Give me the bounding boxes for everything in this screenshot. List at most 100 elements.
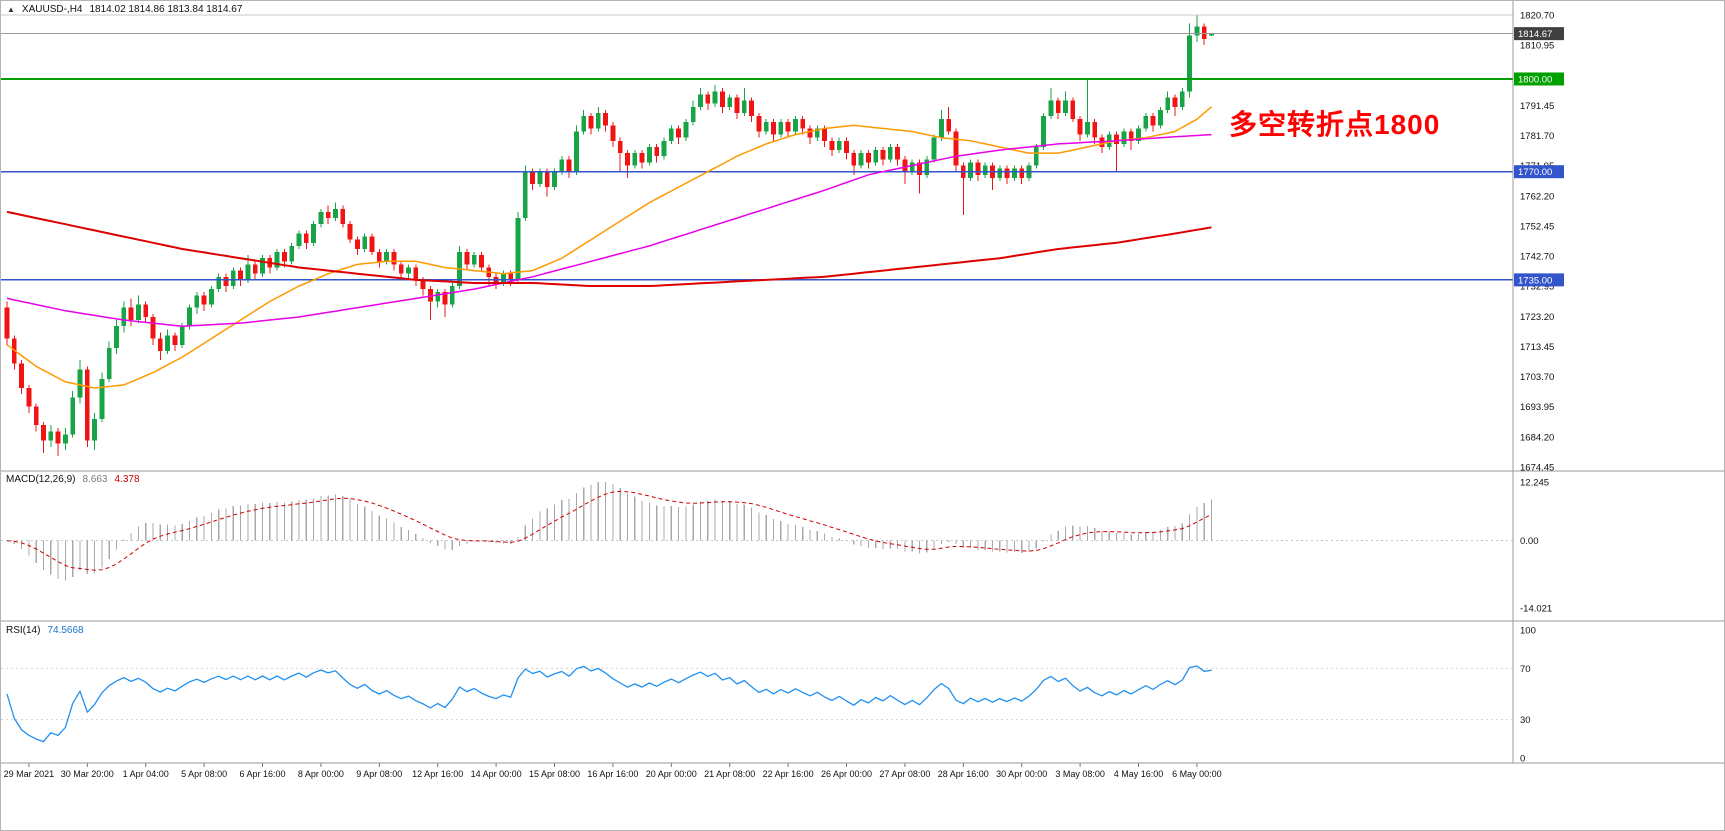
price-tag-box — [1514, 27, 1564, 41]
candle-body — [858, 153, 864, 166]
price-axis-label: 1762.20 — [1520, 191, 1554, 202]
candle-body — [19, 363, 24, 389]
rsi-axis-label: 30 — [1520, 715, 1531, 726]
candle-body — [413, 267, 419, 280]
symbol-quote-bar: ▲ XAUUSD-,H4 1814.02 1814.86 1813.84 181… — [7, 4, 242, 15]
candle-body — [106, 347, 112, 379]
candle-body — [515, 218, 521, 280]
candle-body — [376, 252, 382, 262]
time-axis-label: 28 Apr 16:00 — [938, 769, 989, 779]
candle-body — [968, 162, 973, 178]
price-tag-label: 1770.00 — [1518, 167, 1552, 178]
candle-body — [595, 112, 601, 129]
candle-body — [1121, 131, 1127, 144]
candle-body — [128, 307, 134, 321]
time-axis-label: 14 Apr 00:00 — [471, 769, 522, 779]
candle-body — [479, 255, 484, 268]
candle-body — [741, 100, 747, 113]
candle-body — [785, 122, 791, 132]
macd-group: 12.245 0.00 -14.021 — [1, 478, 1552, 615]
candle-body — [369, 236, 375, 253]
candle-body — [179, 326, 185, 345]
candle-body — [654, 146, 660, 157]
rsi-group: 100 70 30 0 — [1, 626, 1536, 765]
price-axis-label: 1742.70 — [1520, 252, 1554, 263]
time-axis-label: 9 Apr 08:00 — [356, 769, 402, 779]
price-axis-label: 1713.45 — [1520, 342, 1554, 353]
price-axis-group: 1820.701810.951801.201791.451781.701771.… — [1514, 11, 1564, 474]
candle-body — [836, 140, 842, 151]
time-axis-label: 6 Apr 16:00 — [239, 769, 285, 779]
candle-body — [1077, 119, 1083, 135]
candle-body — [1063, 100, 1068, 113]
candle-body — [501, 273, 506, 283]
candle-body — [245, 264, 251, 280]
candle-body — [1085, 122, 1090, 135]
candle-body — [260, 258, 265, 274]
candle-body — [420, 279, 426, 290]
candle-body — [814, 128, 820, 138]
candle-body — [632, 153, 638, 166]
candle-body — [588, 116, 594, 129]
candle-body — [1004, 168, 1010, 178]
macd-name: MACD(12,26,9) — [6, 474, 76, 485]
candle-body — [333, 208, 338, 219]
candle-body — [552, 171, 557, 188]
candle-body — [807, 128, 813, 138]
candle-body — [705, 94, 711, 104]
time-axis-label: 1 Apr 04:00 — [123, 769, 169, 779]
candle-body — [771, 122, 776, 135]
candle-body — [720, 91, 725, 107]
candle-body — [559, 159, 565, 172]
candle-body — [165, 335, 170, 351]
candle-body — [296, 233, 302, 246]
candle-body — [92, 418, 97, 441]
candle-body — [887, 146, 893, 160]
time-axis-label: 20 Apr 00:00 — [646, 769, 697, 779]
candle-body — [384, 252, 389, 262]
price-axis-label: 1723.20 — [1520, 312, 1554, 323]
candle-body — [793, 119, 798, 132]
candle-body — [1070, 100, 1076, 120]
candle-body — [756, 116, 762, 132]
candle-body — [114, 326, 119, 348]
price-axis-label: 1674.45 — [1520, 463, 1554, 474]
candle-body — [1048, 100, 1054, 117]
candle-body — [70, 397, 76, 435]
candle-body — [471, 255, 477, 265]
price-tag-label: 1735.00 — [1518, 275, 1552, 286]
candle-body — [1179, 91, 1185, 107]
candle-body — [289, 245, 295, 262]
candle-body — [1012, 168, 1017, 178]
candle-body — [1187, 35, 1192, 92]
candle-body — [1092, 122, 1098, 138]
candle-body — [610, 125, 616, 141]
candle-body — [946, 119, 952, 132]
candle-body — [939, 119, 944, 138]
rsi-axis-label: 0 — [1520, 754, 1525, 765]
time-axis-label: 3 May 08:00 — [1055, 769, 1105, 779]
time-axis-label: 30 Apr 00:00 — [996, 769, 1047, 779]
candle-body — [464, 252, 470, 265]
candle-body — [48, 431, 54, 441]
candle-body — [1114, 134, 1119, 144]
rsi-name: RSI(14) — [6, 625, 41, 636]
candle-body — [428, 289, 433, 302]
candle-body — [157, 338, 163, 351]
candle-body — [187, 307, 192, 327]
candle-body — [844, 140, 849, 154]
candle-body — [230, 270, 236, 287]
time-axis-label: 27 Apr 08:00 — [879, 769, 930, 779]
candle-body — [1150, 116, 1156, 126]
time-axis-label: 5 Apr 08:00 — [181, 769, 227, 779]
ma-fast-orange — [6, 106, 1212, 389]
price-axis-label: 1781.70 — [1520, 131, 1554, 142]
candle-body — [136, 304, 141, 321]
candle-body — [822, 128, 827, 141]
candle-body — [325, 211, 331, 219]
candle-body — [734, 97, 740, 113]
price-tag-box — [1514, 273, 1564, 287]
time-axis-label: 30 Mar 20:00 — [61, 769, 114, 779]
macd-signal-value: 4.378 — [114, 474, 140, 485]
